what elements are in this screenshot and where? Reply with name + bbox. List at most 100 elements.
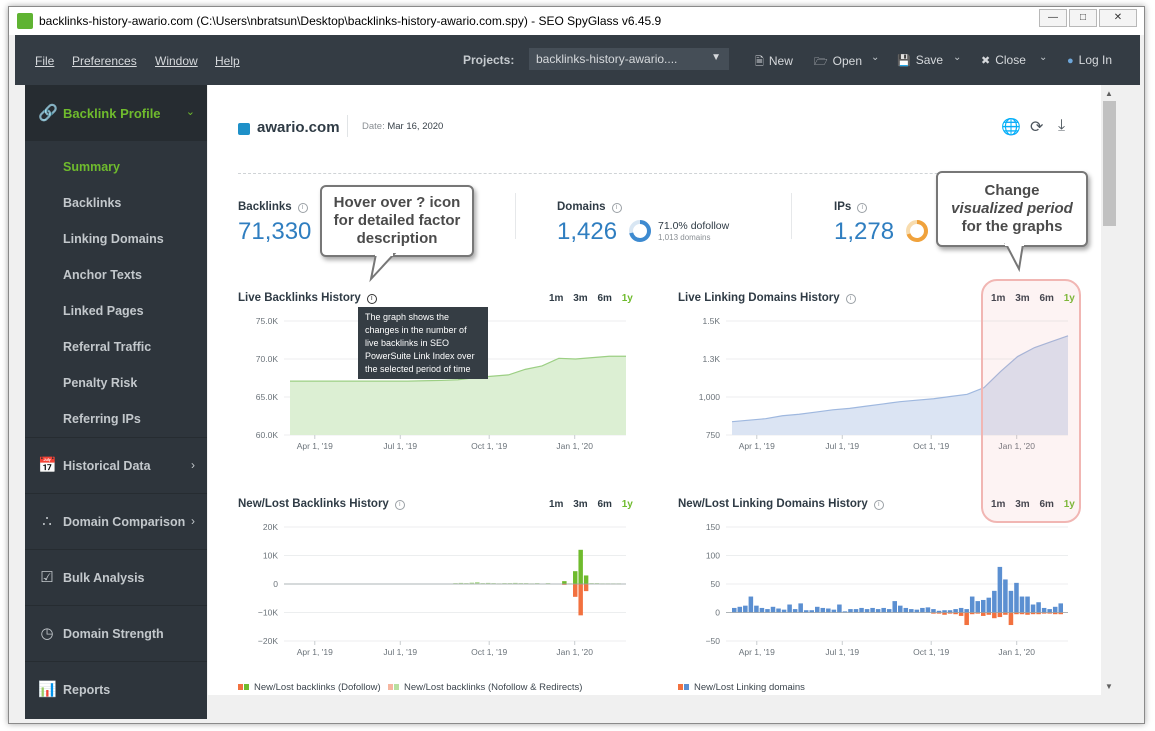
help-icon[interactable]: i [611,203,622,213]
sidebar-historical-data[interactable]: 📅 Historical Data › [25,437,207,493]
period-6m[interactable]: 6m [597,293,612,304]
sidebar-item-backlinks[interactable]: Backlinks [63,196,122,210]
period-1y[interactable]: 1y [1063,293,1075,304]
help-icon[interactable]: i [873,500,884,510]
callout-pointer [369,253,397,283]
new-button[interactable]: 🗎 New [755,53,793,72]
bar [1036,602,1041,613]
sidebar-item-referral-traffic[interactable]: Referral Traffic [63,340,152,354]
scroll-down-icon[interactable]: ▼ [1105,682,1113,691]
dofollow-donut [629,220,651,242]
sidebar-item-penalty-risk[interactable]: Penalty Risk [63,376,138,390]
bar [1047,609,1052,613]
bar [1014,582,1019,613]
period-selector: 1m 3m 6m 1y [549,499,633,510]
download-icon[interactable]: ⤓ [1058,117,1066,134]
period-6m[interactable]: 6m [1039,499,1054,510]
sidebar-domain-strength[interactable]: ◷ Domain Strength [25,605,207,661]
sidebar-item-linking-domains[interactable]: Linking Domains [63,232,164,246]
save-dropdown-icon[interactable]: ⌄ [953,52,962,63]
help-icon[interactable]: i [845,294,856,304]
period-1m[interactable]: 1m [549,293,564,304]
period-1y[interactable]: 1y [621,293,633,304]
save-button[interactable]: 💾 Save [897,53,943,67]
sidebar-item-referring-ips[interactable]: Referring IPs [63,412,141,426]
callout-line: Change [984,182,1040,199]
legend-label: New/Lost Linking domains [694,682,805,693]
period-1m[interactable]: 1m [991,293,1006,304]
callout-line: Hover over ? icon [333,194,461,211]
bar [453,583,458,584]
menu-window[interactable]: Window [155,54,198,68]
menu-preferences[interactable]: Preferences [72,54,137,68]
login-button[interactable]: ● Log In [1067,53,1112,67]
bar-negative [583,584,589,592]
project-select[interactable]: backlinks-history-awario.... ▼ [529,48,729,70]
open-label: Open [832,54,862,68]
y-tick-label: 100 [706,551,720,561]
period-1m[interactable]: 1m [549,499,564,510]
bar [909,609,914,613]
help-icon[interactable]: i [366,294,377,304]
close-dropdown-icon[interactable]: ⌄ [1039,52,1048,63]
bar-negative [1058,612,1063,615]
period-3m[interactable]: 3m [573,499,588,510]
close-window-button[interactable]: ✕ [1099,9,1137,27]
bar [513,582,518,584]
help-icon[interactable]: i [857,203,868,213]
legend-nofollow: New/Lost backlinks (Nofollow & Redirects… [388,682,582,693]
open-dropdown-icon[interactable]: ⌄ [871,52,880,63]
sidebar-reports[interactable]: 📊 Reports [25,661,207,717]
bar-negative [1014,612,1019,615]
callout-line: visualized period [951,200,1073,217]
sidebar-domain-comparison[interactable]: ∴ Domain Comparison › [25,493,207,549]
vertical-scrollbar[interactable]: ▲ ▼ [1101,85,1118,695]
period-1y[interactable]: 1y [1063,499,1075,510]
help-icon[interactable]: i [297,203,308,213]
open-button[interactable]: 🗁 Open [814,53,862,72]
x-tick-label: Apr 1, '19 [297,647,333,657]
period-1y[interactable]: 1y [621,499,633,510]
kpi-domains-label: Domains i [557,201,622,213]
legend-label: New/Lost backlinks (Dofollow) [254,682,381,693]
chart-title: New/Lost Backlinks History [238,498,389,510]
menu-help[interactable]: Help [215,54,240,68]
menu-file[interactable]: File [35,54,55,68]
period-3m[interactable]: 3m [1015,293,1030,304]
sidebar-item-linked-pages[interactable]: Linked Pages [63,304,144,318]
bar [981,599,986,613]
sidebar-item-summary[interactable]: Summary [63,160,120,174]
bar-negative [947,612,953,614]
period-3m[interactable]: 3m [1015,499,1030,510]
x-tick-label: Jul 1, '19 [825,441,859,451]
sidebar-bulk-analysis[interactable]: ☑ Bulk Analysis [25,549,207,605]
period-3m[interactable]: 3m [573,293,588,304]
scrollbar-thumb[interactable] [1103,101,1116,226]
period-6m[interactable]: 6m [1039,293,1054,304]
bar [1052,606,1058,613]
bar [1003,579,1008,613]
section-label: Historical Data [63,459,151,473]
globe-icon[interactable]: 🌐 [1001,119,1021,136]
y-tick-label: 1.3K [703,354,721,364]
area-fill [732,335,1068,435]
period-1m[interactable]: 1m [991,499,1006,510]
sidebar-backlink-profile[interactable]: 🔗 Backlink Profile ⌄ [25,85,207,141]
y-tick-label: 150 [706,522,720,532]
bar [1019,596,1025,613]
minimize-button[interactable]: — [1039,9,1067,27]
legend-dofollow: New/Lost backlinks (Dofollow) [238,682,381,693]
chart-title-newlost-backlinks: New/Lost Backlinks History i [238,498,405,510]
sidebar-item-anchor-texts[interactable]: Anchor Texts [63,268,142,282]
bar [464,583,469,584]
kpi-label: Backlinks [238,201,292,213]
scroll-up-icon[interactable]: ▲ [1105,89,1113,98]
close-project-button[interactable]: ✖ Close [981,53,1026,67]
series-line [731,335,1069,423]
kpi-divider [515,193,516,239]
refresh-icon[interactable]: ⟳ [1030,119,1044,136]
help-icon[interactable]: i [394,500,405,510]
period-6m[interactable]: 6m [597,499,612,510]
maximize-button[interactable]: □ [1069,9,1097,27]
y-tick-label: 0 [715,608,720,618]
